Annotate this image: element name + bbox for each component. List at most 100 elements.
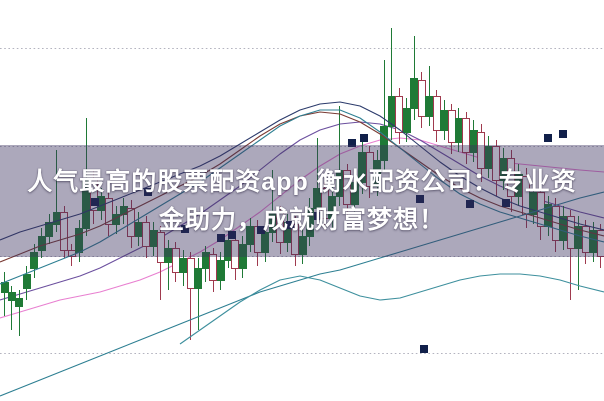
candlestick	[179, 250, 187, 286]
candle-body	[15, 298, 23, 307]
candlestick	[291, 216, 299, 266]
candlestick	[157, 226, 165, 300]
candlestick	[239, 236, 247, 278]
candlestick	[231, 234, 239, 280]
signal-marker	[544, 134, 552, 142]
candle-body	[597, 230, 604, 257]
candle-body	[306, 208, 314, 237]
candlestick	[127, 200, 135, 248]
candlestick	[299, 226, 307, 264]
candle-body	[373, 160, 381, 187]
candlestick	[194, 258, 202, 330]
candle-body	[380, 126, 388, 161]
candlestick	[380, 60, 388, 172]
candlestick	[30, 244, 38, 278]
candle-body	[179, 258, 187, 273]
candle-body	[462, 118, 470, 153]
candlestick	[477, 124, 485, 182]
candlestick	[358, 142, 366, 194]
candle-body	[388, 96, 396, 127]
candle-body	[299, 236, 307, 255]
ma-line-ma-navy	[0, 101, 604, 241]
candle-body	[559, 216, 567, 241]
candle-body	[291, 224, 299, 255]
signal-marker	[348, 139, 356, 147]
candle-body	[157, 232, 165, 263]
signal-marker	[217, 234, 225, 242]
candle-body	[410, 78, 418, 109]
candlestick	[90, 170, 98, 224]
candlestick	[23, 266, 31, 300]
candle-body	[217, 260, 225, 281]
candlestick	[8, 286, 16, 330]
candlestick	[597, 224, 604, 268]
candlestick	[351, 172, 359, 214]
moving-average-lines-front	[0, 101, 604, 397]
candlestick	[276, 206, 284, 254]
candle-body	[276, 212, 284, 243]
ma-line-ma-purple	[0, 121, 604, 301]
overlay-headline-line1: 人气最高的股票配资app 衡水配资公司：专业资	[27, 168, 577, 196]
candlestick	[164, 240, 172, 290]
candlestick	[313, 138, 321, 218]
candle-body	[90, 178, 98, 211]
candlestick	[209, 248, 217, 292]
signal-marker	[144, 188, 152, 196]
candle-body	[433, 96, 441, 131]
signal-marker	[181, 225, 189, 233]
candle-body	[425, 96, 433, 117]
candlestick	[410, 36, 418, 120]
candle-body	[82, 178, 90, 229]
signal-marker	[257, 226, 265, 234]
candle-body	[142, 222, 150, 247]
candlestick	[395, 88, 403, 144]
candle-body	[529, 192, 537, 215]
signal-markers	[91, 130, 567, 353]
ma-line-ma-teal-long	[0, 191, 604, 397]
candle-body	[507, 158, 515, 197]
candlestick	[373, 150, 381, 196]
candlestick	[589, 222, 597, 262]
candle-body	[448, 110, 456, 143]
candle-body	[30, 252, 38, 269]
candle-body	[194, 268, 202, 289]
signal-marker	[360, 134, 368, 142]
candlestick	[45, 214, 53, 244]
candlestick	[306, 198, 314, 246]
candle-body	[1, 282, 9, 293]
candlestick	[492, 140, 500, 196]
candle-body	[105, 198, 113, 225]
signal-marker	[416, 195, 424, 203]
candle-body	[246, 226, 254, 245]
candle-body	[395, 96, 403, 133]
candlestick	[529, 182, 537, 224]
candlestick	[574, 216, 582, 290]
signal-marker	[286, 221, 294, 229]
candle-body	[589, 230, 597, 253]
candle-body	[231, 240, 239, 269]
candle-body	[209, 254, 217, 281]
signal-marker	[314, 212, 322, 220]
candle-body	[492, 146, 500, 181]
candle-body	[351, 182, 359, 205]
candlestick	[343, 164, 351, 216]
candlestick	[328, 186, 336, 228]
ma-line-ma-teal-mid	[179, 273, 604, 345]
candle-body	[23, 274, 31, 289]
signal-marker	[91, 198, 99, 206]
candle-body	[127, 208, 135, 237]
candle-body	[164, 248, 172, 263]
signal-marker	[559, 130, 567, 138]
candle-body	[440, 110, 448, 131]
candlestick	[462, 112, 470, 164]
candlestick	[246, 218, 254, 252]
signal-marker	[228, 231, 236, 239]
candle-body	[187, 258, 195, 289]
candlestick	[142, 216, 150, 258]
candlestick	[60, 206, 68, 258]
candle-body	[328, 196, 336, 219]
candle-body	[418, 80, 426, 117]
ma-line-ma-teal-short	[0, 109, 604, 285]
